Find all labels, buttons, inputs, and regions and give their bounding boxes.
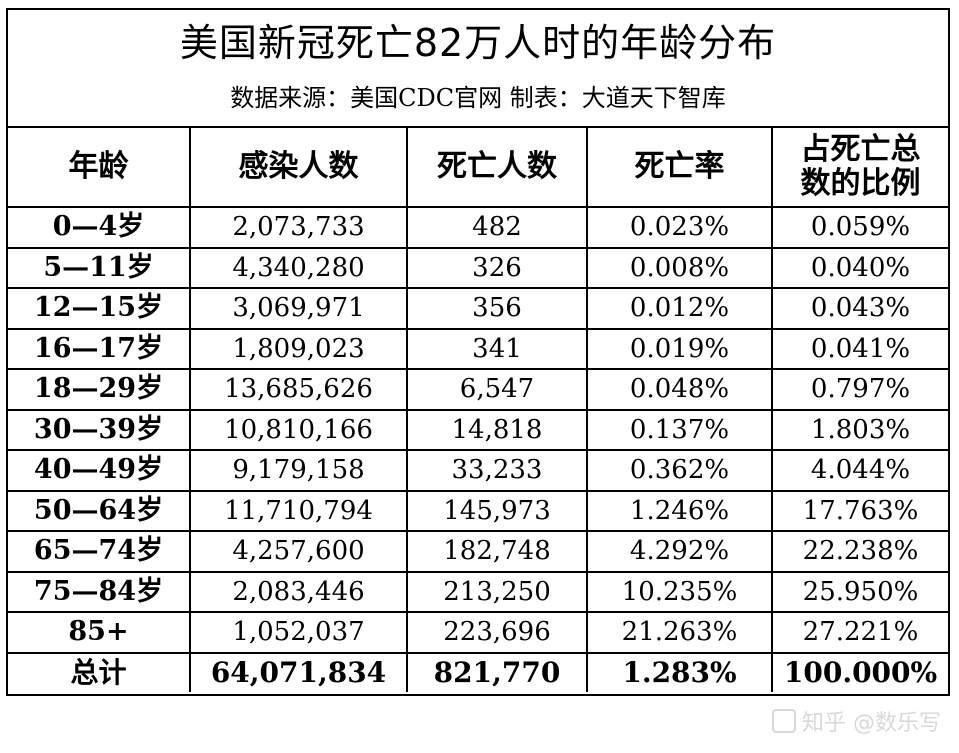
total-cell-share: 100.000%: [771, 651, 948, 692]
cell-deaths: 14,818: [406, 408, 588, 451]
zhihu-logo-icon: [772, 709, 796, 733]
cell-age: 40—49岁: [8, 449, 191, 492]
cell-share: 25.950%: [771, 570, 948, 613]
cell-infected: 10,810,166: [189, 408, 408, 451]
cell-share: 0.041%: [771, 327, 948, 370]
column-header-age: 年龄: [8, 128, 191, 208]
cell-deaths: 33,233: [406, 449, 588, 492]
cell-deaths: 482: [406, 206, 588, 249]
cell-age: 30—39岁: [8, 408, 191, 451]
column-header-infected: 感染人数: [189, 128, 408, 208]
cell-infected: 4,257,600: [189, 530, 408, 573]
column-header-rate: 死亡率: [586, 128, 773, 208]
cell-rate: 21.263%: [586, 611, 773, 654]
table-row: 85+ 1,052,037 223,696 21.263% 27.221%: [8, 611, 948, 654]
cell-age: 50—64岁: [8, 489, 191, 532]
cell-rate: 0.362%: [586, 449, 773, 492]
watermark-text: 知乎 @数乐写: [802, 711, 941, 736]
cell-share: 0.059%: [771, 206, 948, 249]
table-row: 0—4岁 2,073,733 482 0.023% 0.059%: [8, 206, 948, 249]
column-header-share: 占死亡总数的比例: [771, 128, 948, 208]
column-header-deaths: 死亡人数: [406, 128, 588, 208]
cell-rate: 0.023%: [586, 206, 773, 249]
cell-infected: 1,809,023: [189, 327, 408, 370]
cell-infected: 11,710,794: [189, 489, 408, 532]
cell-rate: 0.137%: [586, 408, 773, 451]
cell-age: 12—15岁: [8, 287, 191, 330]
table-sheet: 美国新冠死亡82万人时的年龄分布 数据来源：美国CDC官网 制表：大道天下智库 …: [6, 8, 950, 696]
watermark: 知乎 @数乐写: [772, 705, 941, 737]
table-row: 30—39岁 10,810,166 14,818 0.137% 1.803%: [8, 408, 948, 451]
table-row: 12—15岁 3,069,971 356 0.012% 0.043%: [8, 287, 948, 330]
cell-deaths: 6,547: [406, 368, 588, 411]
cell-deaths: 182,748: [406, 530, 588, 573]
cell-age: 5—11岁: [8, 246, 191, 289]
cell-share: 4.044%: [771, 449, 948, 492]
cell-rate: 0.012%: [586, 287, 773, 330]
cell-rate: 0.019%: [586, 327, 773, 370]
page-subtitle: 数据来源：美国CDC官网 制表：大道天下智库: [8, 76, 948, 128]
cell-deaths: 341: [406, 327, 588, 370]
table-row: 16—17岁 1,809,023 341 0.019% 0.041%: [8, 327, 948, 370]
table-row: 65—74岁 4,257,600 182,748 4.292% 22.238%: [8, 530, 948, 573]
cell-share: 1.803%: [771, 408, 948, 451]
table-row: 5—11岁 4,340,280 326 0.008% 0.040%: [8, 246, 948, 289]
cell-share: 17.763%: [771, 489, 948, 532]
table-row: 40—49岁 9,179,158 33,233 0.362% 4.044%: [8, 449, 948, 492]
cell-rate: 1.246%: [586, 489, 773, 532]
cell-deaths: 326: [406, 246, 588, 289]
cell-rate: 0.008%: [586, 246, 773, 289]
total-cell-deaths: 821,770: [406, 651, 588, 692]
cell-share: 0.797%: [771, 368, 948, 411]
cell-share: 22.238%: [771, 530, 948, 573]
cell-infected: 1,052,037: [189, 611, 408, 654]
cell-age: 16—17岁: [8, 327, 191, 370]
page-title: 美国新冠死亡82万人时的年龄分布: [179, 21, 777, 65]
cell-rate: 10.235%: [586, 570, 773, 613]
total-cell-rate: 1.283%: [586, 651, 773, 692]
cell-infected: 2,073,733: [189, 206, 408, 249]
table-row: 75—84岁 2,083,446 213,250 10.235% 25.950%: [8, 570, 948, 613]
table-row: 18—29岁 13,685,626 6,547 0.048% 0.797%: [8, 368, 948, 411]
cell-age: 0—4岁: [8, 206, 191, 249]
cell-infected: 2,083,446: [189, 570, 408, 613]
cell-share: 0.043%: [771, 287, 948, 330]
cell-age: 75—84岁: [8, 570, 191, 613]
cell-rate: 4.292%: [586, 530, 773, 573]
cell-infected: 4,340,280: [189, 246, 408, 289]
cell-infected: 13,685,626: [189, 368, 408, 411]
cell-deaths: 223,696: [406, 611, 588, 654]
cell-deaths: 145,973: [406, 489, 588, 532]
cell-age: 18—29岁: [8, 368, 191, 411]
age-distribution-table: 年龄 感染人数 死亡人数 死亡率 占死亡总数的比例 0—4岁 2,073,733 4…: [8, 128, 948, 692]
cell-infected: 9,179,158: [189, 449, 408, 492]
cell-infected: 3,069,971: [189, 287, 408, 330]
cell-rate: 0.048%: [586, 368, 773, 411]
table-row: 50—64岁 11,710,794 145,973 1.246% 17.763%: [8, 489, 948, 532]
cell-share: 27.221%: [771, 611, 948, 654]
cell-deaths: 213,250: [406, 570, 588, 613]
cell-share: 0.040%: [771, 246, 948, 289]
cell-deaths: 356: [406, 287, 588, 330]
cell-age: 85+: [8, 611, 191, 654]
cell-age: 65—74岁: [8, 530, 191, 573]
table-header-row: 年龄 感染人数 死亡人数 死亡率 占死亡总数的比例: [8, 128, 948, 208]
total-cell-infected: 64,071,834: [189, 651, 408, 692]
table-total-row: 总计 64,071,834 821,770 1.283% 100.000%: [8, 651, 948, 692]
total-cell-age: 总计: [8, 651, 191, 692]
